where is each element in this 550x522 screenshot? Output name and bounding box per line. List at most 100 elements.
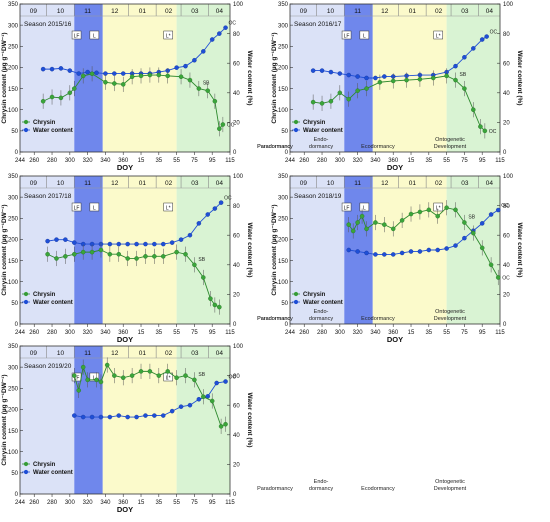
chrysin-point (138, 369, 144, 374)
x-tick-label: 15 (408, 158, 415, 164)
water-content-point (143, 413, 148, 418)
stage-marker-box (89, 372, 100, 382)
x-tick-label: 244 (15, 500, 26, 506)
x-axis-title: DOY (117, 505, 133, 514)
phase-label: Ecodormancy (361, 316, 395, 322)
phase-label: Development (434, 144, 467, 150)
x-tick-label: 115 (225, 500, 235, 506)
water-content-point (183, 63, 188, 69)
stage-marker-box (89, 202, 100, 212)
y-tick-label: 50 (281, 129, 288, 135)
stage-marker-box (163, 30, 173, 40)
y2-tick-label: 40 (233, 91, 240, 97)
water-content-point (218, 200, 224, 205)
water-content-point (408, 249, 414, 254)
chrysin-point (125, 256, 130, 261)
month-label: 03 (191, 8, 199, 15)
chart-panel-3: 09 10 11 12 01 02 03 04 Season 2017/18 Paradorman… (1, 174, 467, 344)
chrysin-point (408, 211, 414, 217)
phase-band-3 (102, 176, 177, 324)
x-tick-label: 35 (425, 330, 432, 336)
chrysin-point (319, 101, 325, 106)
chrysin-point (201, 275, 206, 280)
month-label: 03 (461, 8, 469, 15)
water-content-point (355, 249, 360, 254)
plot-frame (289, 3, 501, 153)
x-tick-label: 300 (335, 158, 346, 164)
x-axis-title: DOY (117, 163, 133, 172)
x-tick-label: 280 (317, 158, 328, 164)
water-content-point (364, 250, 369, 256)
x-tick-label: 55 (173, 330, 180, 336)
y-tick-label: 350 (8, 174, 19, 180)
phase-label: dormancy (309, 486, 333, 492)
chart-panel-2: 09 10 11 12 01 02 03 04 Season 2016/17 Paradorman… (257, 2, 523, 172)
y2-tick-label: 20 (233, 293, 240, 299)
stage-marker-label: L* (436, 206, 441, 212)
water-content-point (319, 68, 325, 73)
month-label: 01 (409, 8, 417, 15)
chart-panel-4: 09 10 11 12 01 02 03 04 Season 2018/19 Paradorman… (257, 174, 523, 344)
chrysin-point (399, 218, 405, 223)
stage-marker-box (433, 30, 443, 40)
chrysin-point (80, 249, 86, 255)
chrysin-point (89, 71, 95, 77)
water-content-point (120, 71, 126, 76)
water-content-point (471, 46, 476, 51)
chrysin-point (390, 226, 396, 232)
chrysin-point (72, 373, 77, 378)
chrysin-point (85, 377, 90, 383)
water-content-point (205, 212, 211, 217)
water-content-point (390, 252, 396, 257)
y2-tick-label: 40 (233, 263, 240, 269)
y2-tick-label: 80 (503, 32, 510, 38)
water-content-point (72, 413, 77, 418)
chrysin-point (129, 373, 135, 378)
legend-chrysin-label: Chrysin (33, 462, 56, 468)
month-label: 12 (381, 8, 389, 15)
x-tick-label: 340 (370, 330, 381, 336)
water-content-point (337, 71, 343, 76)
plot-frame (19, 3, 231, 153)
water-content-point (152, 241, 157, 247)
phase-label: Development (434, 316, 467, 322)
phase-band-3 (102, 346, 177, 494)
y-tick-label: 50 (11, 301, 18, 307)
water-content-point (373, 75, 378, 81)
x-tick-label: 15 (408, 330, 415, 336)
water-content-point (196, 221, 202, 226)
phase-label: Ecodormancy (361, 144, 395, 150)
y-tick-label: 0 (285, 322, 289, 328)
water-content-point (178, 237, 184, 242)
stage-marker-box (341, 202, 352, 212)
chrysin-point (192, 262, 197, 268)
chrysin-point (174, 249, 179, 255)
x-tick-label: 300 (65, 330, 76, 336)
chrysin-point (488, 262, 494, 268)
water-content-point (143, 241, 148, 247)
phase-label: Paradormancy (257, 316, 293, 322)
stage-marker-label: L (363, 34, 366, 40)
water-content-point (134, 414, 139, 420)
y2-tick-label: 20 (503, 121, 510, 127)
stage-marker-label: LF (344, 34, 350, 40)
y2-tick-label: 20 (233, 121, 240, 127)
season-title: Season 2016/17 (294, 21, 342, 28)
x-tick-label: 55 (173, 500, 180, 506)
x-tick-label: 300 (335, 330, 346, 336)
annotation-label: OC (490, 30, 498, 36)
chrysin-point (103, 79, 108, 85)
chrysin-point (152, 254, 157, 259)
water-content-point (125, 241, 130, 247)
y-tick-label: 100 (8, 108, 19, 114)
chrysin-point (161, 254, 166, 259)
water-content-point (152, 413, 157, 418)
month-label: 10 (57, 180, 65, 187)
chrysin-point (147, 72, 153, 78)
stage-marker-label: LF (74, 34, 80, 40)
annotation-label: OC (501, 203, 509, 209)
chrysin-point (426, 207, 432, 213)
water-content-point (355, 74, 360, 79)
x-tick-label: 360 (118, 158, 129, 164)
water-content-point (196, 397, 202, 402)
